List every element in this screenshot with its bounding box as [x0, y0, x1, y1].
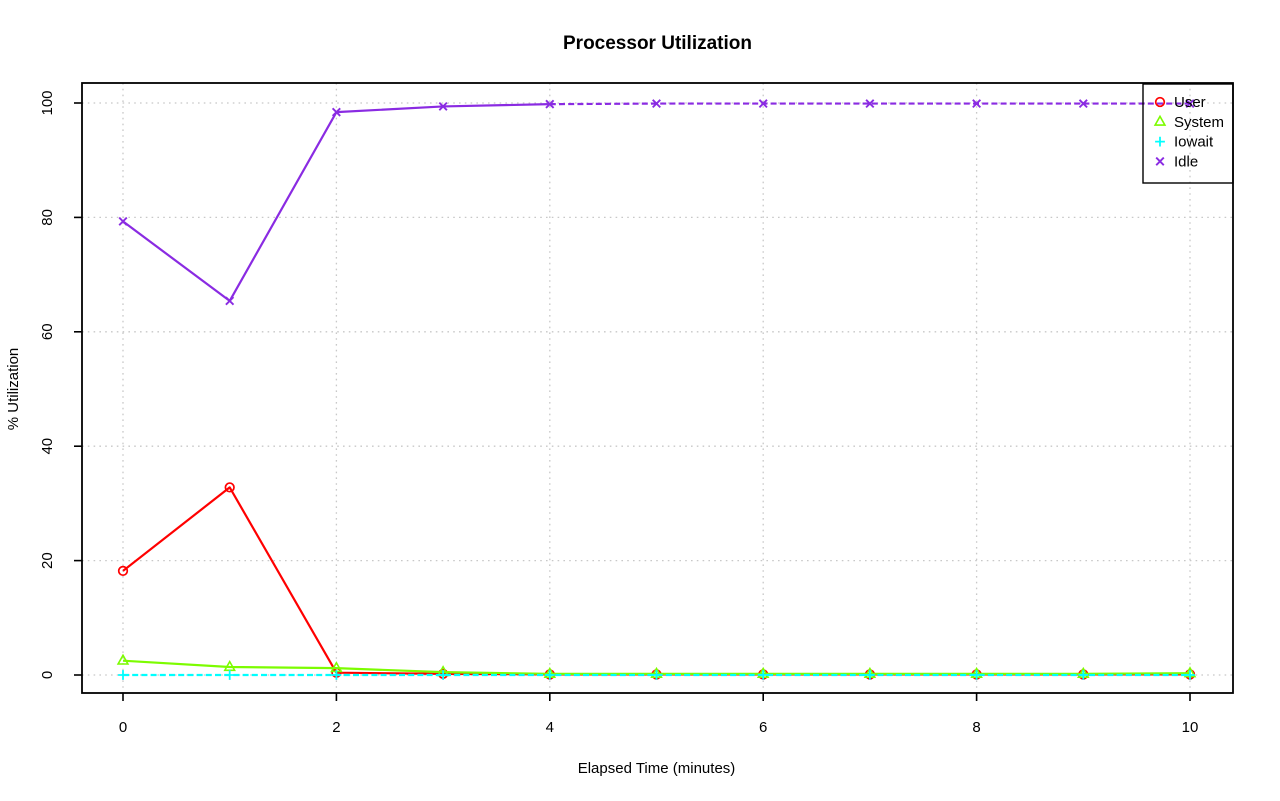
- x-tick-label: 8: [972, 719, 980, 736]
- series-marker-x: [1185, 99, 1195, 109]
- series-marker-x: [652, 99, 661, 109]
- series-marker-x: [972, 99, 982, 109]
- x-tick-label: 10: [1182, 719, 1199, 736]
- x-tick-label: 0: [119, 719, 127, 736]
- series-marker-plus: [971, 670, 982, 680]
- series-marker-x: [545, 99, 555, 109]
- x-tick-label: 2: [332, 719, 340, 736]
- series-marker-plus: [1185, 670, 1195, 680]
- plot-border: [81, 82, 1234, 694]
- legend-label-user: User: [1174, 94, 1206, 111]
- series-marker-plus: [544, 670, 555, 680]
- series-marker-x: [1155, 156, 1165, 166]
- y-tick-label: 100: [39, 90, 56, 115]
- series-line-user: [122, 486, 1190, 676]
- series-line-idle: [122, 103, 550, 303]
- series-marker-plus: [118, 670, 128, 680]
- series-marker-plus: [758, 670, 769, 680]
- series-marker-plus: [865, 670, 875, 680]
- series-marker-plus: [651, 670, 662, 680]
- series-marker-plus: [438, 670, 448, 680]
- series-marker-circle: [224, 482, 235, 493]
- y-tick-label: 40: [39, 438, 56, 455]
- series-marker-plus: [1078, 670, 1089, 680]
- series-marker-x: [1078, 99, 1088, 109]
- y-tick-label: 20: [39, 552, 56, 569]
- series-marker-x: [118, 216, 128, 226]
- series-marker-plus: [224, 670, 235, 680]
- series-marker-x: [865, 99, 875, 109]
- x-tick-label: 4: [546, 719, 554, 736]
- series-marker-x: [438, 101, 448, 111]
- series-marker-x: [331, 107, 341, 117]
- y-tick-label: 60: [39, 323, 56, 340]
- series-marker-circle: [117, 565, 129, 577]
- series-marker-circle: [1154, 96, 1166, 108]
- y-tick-label: 0: [39, 671, 56, 679]
- series-marker-triangle: [1153, 114, 1167, 126]
- series-marker-triangle: [116, 653, 130, 665]
- x-axis-label: Elapsed Time (minutes): [578, 760, 736, 777]
- y-axis-label: % Utilization: [5, 348, 22, 431]
- legend-label-system: System: [1174, 114, 1224, 131]
- y-tick-label: 80: [39, 209, 56, 226]
- chart-title: Processor Utilization: [563, 33, 752, 54]
- series-marker-x: [225, 296, 235, 306]
- series-marker-x: [758, 99, 768, 109]
- legend-box: [1142, 83, 1234, 184]
- legend-label-idle: Idle: [1174, 153, 1198, 170]
- series-marker-plus: [331, 670, 342, 680]
- x-tick-label: 6: [759, 719, 767, 736]
- series-marker-plus: [1155, 136, 1165, 147]
- legend-label-iowait: Iowait: [1174, 134, 1214, 151]
